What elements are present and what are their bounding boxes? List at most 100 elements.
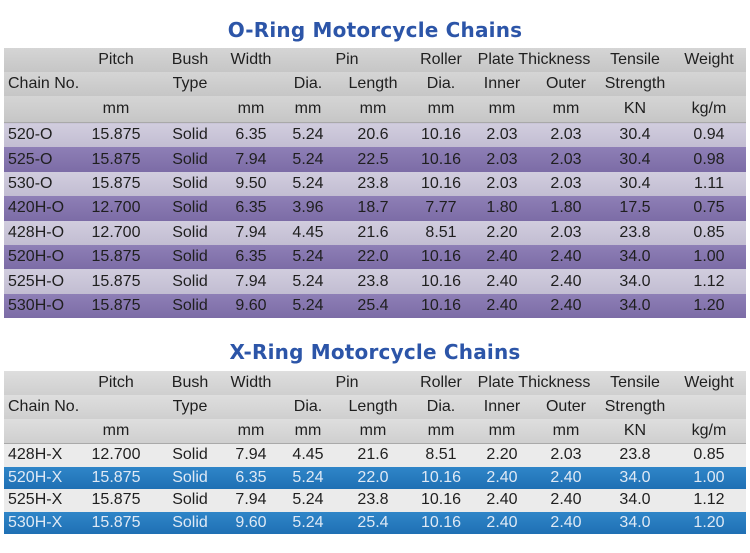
cell-pin-length: 21.6: [334, 443, 412, 467]
cell-width: 7.94: [220, 443, 282, 467]
oring-title: O-Ring Motorcycle Chains: [227, 18, 523, 42]
table-row: 428H-X 12.700 Solid 7.94 4.45 21.6 8.51 …: [4, 443, 746, 467]
cell-bush: Solid: [160, 511, 220, 534]
cell-weight: 1.20: [672, 293, 746, 319]
cell-inner: 2.40: [470, 511, 534, 534]
header-weight: Weight: [672, 371, 746, 395]
cell-chain-no: 428H-O: [4, 220, 72, 245]
oring-units-row: mm mm mm mm mm mm mm KN kg/m: [4, 96, 746, 123]
cell-pin-length: 25.4: [334, 511, 412, 534]
table-row: 520H-O 15.875 Solid 6.35 5.24 22.0 10.16…: [4, 244, 746, 270]
header-pitch: Pitch: [72, 48, 160, 72]
cell-inner: 1.80: [470, 196, 534, 221]
cell-pin-length: 23.8: [334, 171, 412, 197]
cell-roller: 10.16: [412, 244, 470, 270]
unit-inner: mm: [470, 96, 534, 123]
header-tensile: Tensile: [598, 371, 672, 395]
cell-weight: 1.12: [672, 269, 746, 294]
header-plate-thickness: Plate Thickness: [470, 371, 598, 395]
cell-pin-dia: 5.24: [282, 466, 334, 489]
cell-weight: 0.75: [672, 196, 746, 221]
unit-outer: mm: [534, 96, 598, 123]
cell-chain-no: 525H-X: [4, 489, 72, 512]
cell-outer: 2.03: [534, 220, 598, 245]
cell-width: 9.60: [220, 511, 282, 534]
cell-chain-no: 530H-X: [4, 511, 72, 534]
xring-spec-table: Pitch Bush Width Pin Roller Plate Thickn…: [4, 371, 746, 534]
header-strength: Strength: [598, 72, 672, 96]
unit-pitch: mm: [72, 96, 160, 123]
header-pin-length: Length: [334, 395, 412, 419]
cell-bush: Solid: [160, 443, 220, 467]
header-roller: Roller: [412, 48, 470, 72]
cell-roller: 10.16: [412, 171, 470, 197]
cell-tensile: 34.0: [598, 244, 672, 270]
header-pin-dia: Dia.: [282, 72, 334, 96]
cell-pitch: 15.875: [72, 511, 160, 534]
cell-pitch: 12.700: [72, 220, 160, 245]
header-inner: Inner: [470, 395, 534, 419]
header-chain-no: Chain No.: [4, 72, 160, 96]
cell-pitch: 15.875: [72, 466, 160, 489]
cell-weight: 1.11: [672, 171, 746, 197]
header-outer: Outer: [534, 72, 598, 96]
cell-roller: 8.51: [412, 443, 470, 467]
cell-inner: 2.03: [470, 122, 534, 148]
cell-pin-length: 21.6: [334, 220, 412, 245]
header-pin-dia: Dia.: [282, 395, 334, 419]
cell-pin-dia: 5.24: [282, 489, 334, 512]
cell-chain-no: 520H-O: [4, 244, 72, 270]
cell-bush: Solid: [160, 489, 220, 512]
header-bush: Bush: [160, 48, 220, 72]
oring-spec-table: Pitch Bush Width Pin Roller Plate Thickn…: [4, 48, 746, 319]
cell-outer: 2.40: [534, 269, 598, 294]
cell-weight: 1.00: [672, 466, 746, 489]
cell-pin-length: 20.6: [334, 122, 412, 148]
cell-inner: 2.20: [470, 443, 534, 467]
cell-pin-length: 25.4: [334, 293, 412, 319]
cell-outer: 2.40: [534, 466, 598, 489]
cell-tensile: 30.4: [598, 171, 672, 197]
unit-pin-dia: mm: [282, 419, 334, 444]
header-roller-dia: Dia.: [412, 72, 470, 96]
xring-units-row: mm mm mm mm mm mm mm KN kg/m: [4, 419, 746, 444]
unit-pin-length: mm: [334, 419, 412, 444]
cell-pin-dia: 3.96: [282, 196, 334, 221]
cell-bush: Solid: [160, 269, 220, 294]
cell-bush: Solid: [160, 293, 220, 319]
cell-weight: 0.94: [672, 122, 746, 148]
header-pitch: Pitch: [72, 371, 160, 395]
cell-width: 6.35: [220, 244, 282, 270]
unit-width: mm: [220, 419, 282, 444]
cell-roller: 10.16: [412, 147, 470, 172]
header-tensile: Tensile: [598, 48, 672, 72]
header-width: Width: [220, 371, 282, 395]
cell-pin-dia: 5.24: [282, 244, 334, 270]
table-row: 525-O 15.875 Solid 7.94 5.24 22.5 10.16 …: [4, 147, 746, 172]
header-inner: Inner: [470, 72, 534, 96]
cell-width: 6.35: [220, 466, 282, 489]
unit-roller: mm: [412, 96, 470, 123]
cell-chain-no: 520H-X: [4, 466, 72, 489]
unit-pitch: mm: [72, 419, 160, 444]
unit-outer: mm: [534, 419, 598, 444]
cell-weight: 0.85: [672, 220, 746, 245]
header-type: Type: [160, 395, 220, 419]
cell-tensile: 34.0: [598, 293, 672, 319]
cell-pin-dia: 4.45: [282, 220, 334, 245]
table-row: 525H-X 15.875 Solid 7.94 5.24 23.8 10.16…: [4, 489, 746, 512]
cell-pitch: 15.875: [72, 171, 160, 197]
cell-width: 9.50: [220, 171, 282, 197]
cell-roller: 10.16: [412, 511, 470, 534]
cell-outer: 1.80: [534, 196, 598, 221]
cell-outer: 2.03: [534, 147, 598, 172]
cell-bush: Solid: [160, 196, 220, 221]
cell-tensile: 30.4: [598, 122, 672, 148]
unit-pin-dia: mm: [282, 96, 334, 123]
cell-pitch: 15.875: [72, 244, 160, 270]
cell-roller: 10.16: [412, 489, 470, 512]
cell-tensile: 17.5: [598, 196, 672, 221]
cell-tensile: 23.8: [598, 443, 672, 467]
cell-bush: Solid: [160, 220, 220, 245]
table-row: 420H-O 12.700 Solid 6.35 3.96 18.7 7.77 …: [4, 196, 746, 221]
